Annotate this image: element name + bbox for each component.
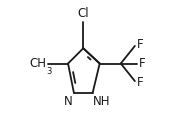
Text: NH: NH: [93, 95, 111, 108]
Text: F: F: [137, 76, 143, 89]
Text: Cl: Cl: [78, 7, 89, 20]
Text: CH: CH: [29, 57, 46, 70]
Text: N: N: [64, 95, 73, 108]
Text: F: F: [137, 38, 143, 51]
Text: F: F: [139, 57, 146, 70]
Text: 3: 3: [46, 67, 52, 76]
